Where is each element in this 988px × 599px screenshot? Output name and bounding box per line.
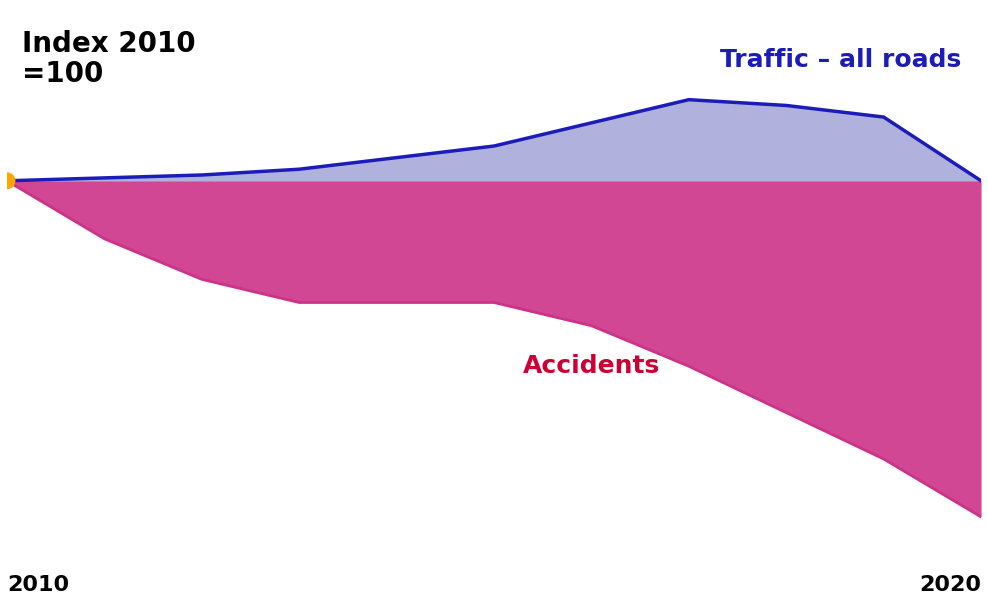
Text: Accidents: Accidents xyxy=(523,354,660,378)
Text: Traffic – all roads: Traffic – all roads xyxy=(720,47,961,71)
Text: 2010: 2010 xyxy=(7,575,69,595)
Text: 2020: 2020 xyxy=(919,575,981,595)
Text: Index 2010
=100: Index 2010 =100 xyxy=(22,30,196,88)
Point xyxy=(0,176,15,186)
